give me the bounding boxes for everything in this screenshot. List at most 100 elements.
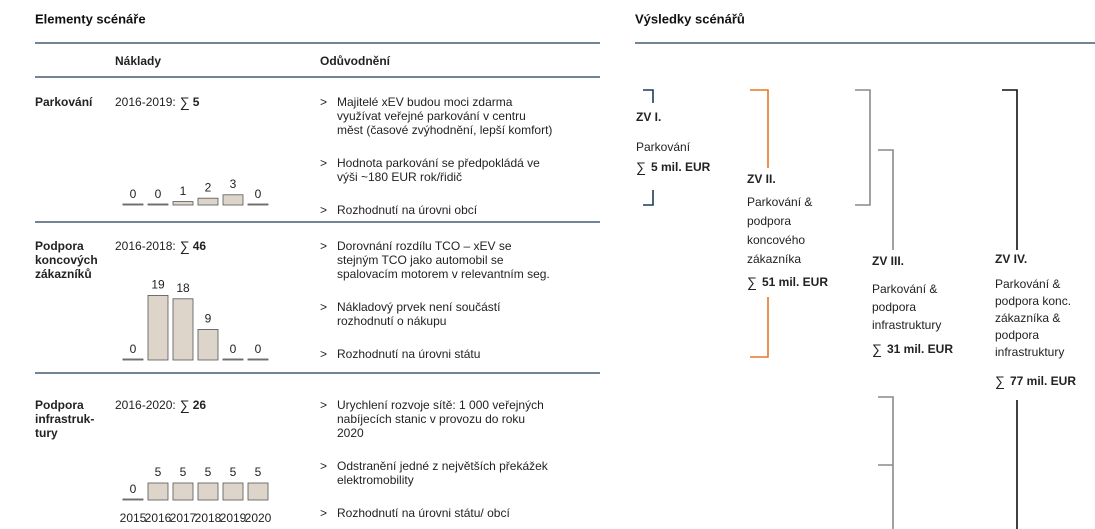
value-label: 0 [130, 342, 137, 356]
bar [122, 203, 144, 206]
scenario-sum: ∑ 31 mil. EUR [872, 341, 953, 357]
total: 5 [193, 95, 200, 109]
reason-line: Urychlení rozvoje sítě: 1 000 veřejných [337, 398, 544, 412]
sigma: ∑ [995, 373, 1005, 389]
bar [172, 298, 194, 361]
bullet: > [320, 156, 327, 170]
bracket [1002, 89, 1018, 529]
bar [197, 328, 219, 361]
value-label: 5 [205, 465, 212, 479]
value-label: 9 [205, 312, 212, 326]
row-label: Podpora [35, 398, 84, 412]
reason-line: výši ~180 EUR rok/řidič [337, 170, 462, 184]
reason-line: stejným TCO jako automobil se [337, 253, 504, 267]
scenario-line: podpora [747, 214, 791, 228]
scenario-id: ZV II. [747, 172, 776, 186]
column-header: Náklady [115, 54, 161, 68]
bar [147, 203, 169, 206]
value-label: 1 [180, 184, 187, 198]
bullet: > [320, 398, 327, 412]
column-header: Odůvodnění [320, 54, 391, 68]
scenario-id: ZV IV. [995, 252, 1027, 266]
sum: 51 mil. EUR [762, 275, 828, 289]
bar [122, 358, 144, 361]
year-label: 2019 [220, 511, 247, 525]
scenario-id: ZV I. [636, 110, 661, 124]
reason-line: spalovacím motorem v relevantním seg. [337, 267, 550, 281]
reason-line: rozhodnutí o nákupu [337, 314, 446, 328]
year-label: 2015 [120, 511, 147, 525]
value-label: 3 [230, 177, 237, 191]
bar [147, 482, 169, 501]
reason-line: nabíjecích stanic v provozu do roku [337, 412, 525, 426]
scenario-sum: ∑ 77 mil. EUR [995, 373, 1076, 389]
bracket [643, 89, 654, 206]
period-text: 2016-2020: [115, 398, 176, 412]
bar [172, 482, 194, 501]
bar [247, 203, 269, 206]
reason-line: Odstranění jedné z největších překážek [337, 459, 549, 473]
reason-line: měst (časové zvýhodnění, lepší komfort) [337, 123, 552, 137]
section-title: Výsledky scénářů [635, 11, 745, 26]
sigma: ∑ [180, 238, 190, 254]
value-label: 18 [176, 281, 190, 295]
scenario-line: koncového [747, 233, 805, 247]
period: 2016-2020: ∑ 26 [115, 397, 206, 413]
scenario-sum: ∑ 5 mil. EUR [636, 159, 711, 175]
value-label: 2 [205, 180, 212, 194]
value-label: 0 [130, 187, 137, 201]
reason-line: elektromobility [337, 473, 414, 487]
bar [172, 201, 194, 206]
bar [247, 482, 269, 501]
value-label: 0 [230, 342, 237, 356]
value-label: 5 [255, 465, 262, 479]
period: 2016-2018: ∑ 46 [115, 238, 206, 254]
bar [122, 498, 144, 501]
scenario-line: Parkování & [872, 282, 937, 296]
scenario-line: podpora [995, 328, 1039, 342]
value-label: 5 [155, 465, 162, 479]
reason-line: Majitelé xEV budou moci zdarma [337, 95, 513, 109]
row-label: tury [35, 426, 58, 440]
year-label: 2018 [195, 511, 222, 525]
period: 2016-2019: ∑ 5 [115, 94, 200, 110]
year-label: 2020 [245, 511, 272, 525]
total: 26 [193, 398, 207, 412]
sigma: ∑ [180, 397, 190, 413]
reason-line: využívat veřejné parkování v centru [337, 109, 526, 123]
bullet: > [320, 347, 327, 361]
row-label: infrastruk- [35, 412, 94, 426]
scenario-line: infrastruktury [995, 345, 1064, 359]
row-label: zákazníků [35, 267, 92, 281]
sigma: ∑ [180, 94, 190, 110]
period-text: 2016-2019: [115, 95, 176, 109]
value-label: 5 [230, 465, 237, 479]
bar [197, 197, 219, 206]
bar [222, 194, 244, 206]
sigma: ∑ [636, 159, 646, 175]
sum: 5 mil. EUR [651, 160, 711, 174]
bullet: > [320, 203, 327, 217]
row-label: Podpora [35, 239, 84, 253]
bar [222, 358, 244, 361]
bar [247, 358, 269, 361]
scenario-line: podpora konc. [995, 294, 1071, 308]
period-text: 2016-2018: [115, 239, 176, 253]
bar [147, 294, 169, 361]
brackets [643, 89, 1018, 529]
sigma: ∑ [747, 274, 757, 290]
reason-line: Hodnota parkování se předpokládá ve [337, 156, 540, 170]
value-label: 19 [151, 278, 165, 292]
reason-line: Rozhodnutí na úrovni obcí [337, 203, 478, 217]
scenario-line: zákazníka [747, 252, 801, 266]
bracket [855, 89, 894, 529]
bracket [750, 89, 769, 358]
scenario-line: zákazníka & [995, 311, 1060, 325]
scenario-line: Parkování & [747, 195, 812, 209]
row-label: Parkování [35, 95, 93, 109]
reason-line: Rozhodnutí na úrovni státu [337, 347, 480, 361]
reason-line: Nákladový prvek není součástí [337, 300, 501, 314]
bullet: > [320, 506, 327, 520]
value-label: 0 [255, 187, 262, 201]
reason-line: Rozhodnutí na úrovni státu/ obcí [337, 506, 510, 520]
